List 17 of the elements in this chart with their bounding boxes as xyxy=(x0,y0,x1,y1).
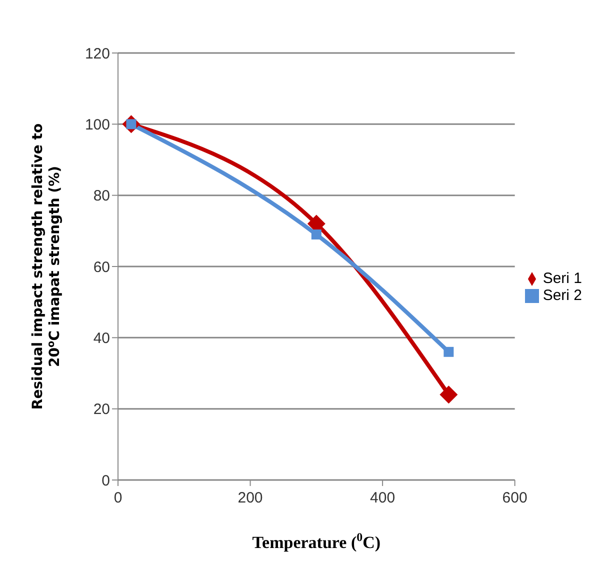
y-tick-label: 80 xyxy=(93,188,110,205)
legend-label: Seri 2 xyxy=(542,286,582,304)
x-axis-title: Temperature ($^{0}$C) xyxy=(252,530,381,552)
y-tick-label: 100 xyxy=(84,116,110,134)
x-tick-label: 600 xyxy=(502,490,528,507)
x-tick-label: 0 xyxy=(114,490,122,507)
y-tick-label: 120 xyxy=(84,45,110,62)
y-tick-label: 40 xyxy=(93,330,110,347)
x-tick-label: 400 xyxy=(370,490,396,507)
x-tick-label: 200 xyxy=(238,490,263,507)
point xyxy=(440,386,458,404)
point xyxy=(444,346,454,357)
y-tick-label: 0 xyxy=(102,472,110,490)
legend-label: Seri 1 xyxy=(542,270,582,286)
point xyxy=(311,229,322,240)
y-tick-label: 60 xyxy=(93,258,110,276)
y-tick-label: 20 xyxy=(93,401,110,418)
